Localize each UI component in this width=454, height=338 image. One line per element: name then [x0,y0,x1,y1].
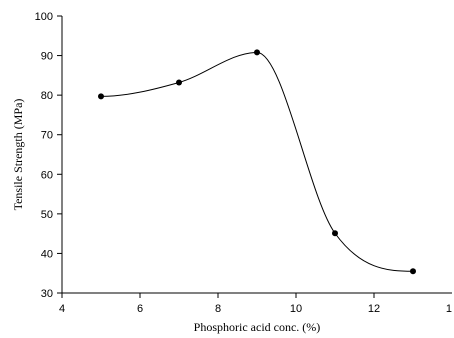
data-point [332,230,338,237]
y-tick-label: 90 [41,51,53,63]
y-tick-label: 50 [41,209,53,221]
points-layer [98,49,416,275]
x-tick-label: 6 [137,303,143,315]
x-tick-label: 12 [368,303,380,315]
y-tick-label: 100 [35,11,53,23]
y-tick-label: 40 [41,248,53,260]
data-point [176,79,182,86]
y-tick-label: 70 [41,130,53,142]
x-tick-label: 8 [215,303,221,315]
y-tick-label: 80 [41,90,53,102]
data-point [254,49,260,56]
data-point [98,93,104,100]
series-line [100,51,414,272]
curve-layer [100,51,414,272]
x-tick-label: 4 [59,303,65,315]
x-tick-label: 1 [446,303,452,315]
y-tick-label: 30 [41,288,53,300]
x-tick-label: 10 [290,303,302,315]
y-tick-label: 60 [41,169,53,181]
data-point [410,268,416,275]
y-axis-title: Tensile Strength (MPa) [11,99,25,211]
x-axis-title: Phosphoric acid conc. (%) [194,320,321,334]
axes: 30 40 50 60 70 80 90 100 4 6 8 10 12 1 [35,11,452,315]
